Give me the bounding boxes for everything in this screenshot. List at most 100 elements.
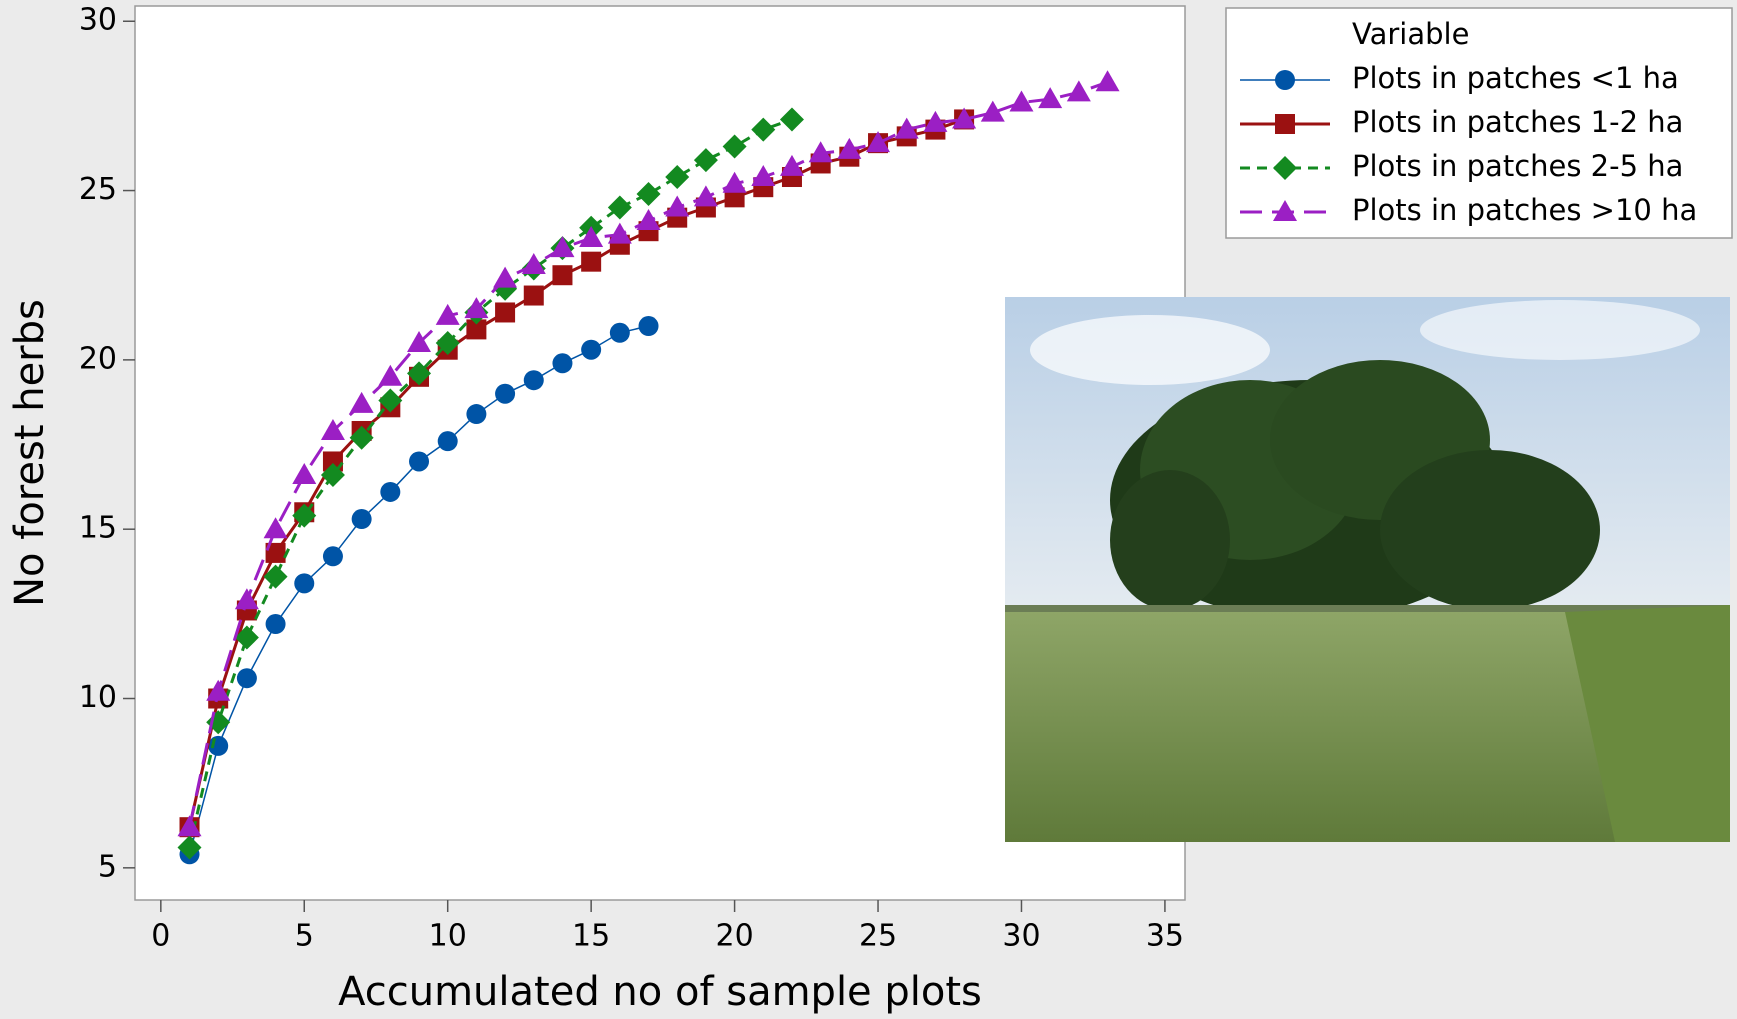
point xyxy=(320,418,345,440)
point xyxy=(466,319,487,340)
point xyxy=(779,107,804,132)
y-tick-label: 25 xyxy=(79,172,117,207)
point xyxy=(265,614,286,635)
legend-marker xyxy=(1273,156,1297,180)
point xyxy=(952,107,977,129)
y-tick-label: 20 xyxy=(79,341,117,376)
y-axis-label: No forest herbs xyxy=(7,299,53,607)
point xyxy=(693,185,718,207)
point xyxy=(234,588,259,610)
point xyxy=(636,181,661,206)
point xyxy=(292,463,317,485)
point xyxy=(177,835,202,860)
x-tick-label: 20 xyxy=(715,919,753,954)
point xyxy=(779,154,804,176)
legend-label: Plots in patches 2-5 ha xyxy=(1352,149,1683,183)
point xyxy=(466,404,487,425)
series-line xyxy=(188,118,793,848)
point xyxy=(609,322,630,343)
point xyxy=(866,131,891,153)
point xyxy=(263,517,288,539)
point xyxy=(351,509,372,530)
point xyxy=(320,463,345,488)
legend-title: Variable xyxy=(1352,17,1469,51)
point xyxy=(722,171,747,193)
y-tick-label: 30 xyxy=(79,3,117,38)
point xyxy=(177,815,202,837)
point xyxy=(665,165,690,190)
point xyxy=(234,625,259,650)
x-tick-label: 35 xyxy=(1146,919,1184,954)
point xyxy=(495,302,516,323)
point xyxy=(349,391,374,413)
x-axis-label: Accumulated no of sample plots xyxy=(338,969,982,1015)
point xyxy=(693,148,718,173)
point xyxy=(665,195,690,217)
legend-marker xyxy=(1275,114,1295,134)
point xyxy=(808,141,833,163)
point xyxy=(751,165,776,187)
point xyxy=(1095,70,1120,92)
point xyxy=(552,265,573,286)
y-tick-label: 15 xyxy=(79,511,117,546)
legend-label: Plots in patches <1 ha xyxy=(1352,61,1679,95)
point xyxy=(1009,90,1034,112)
point xyxy=(607,222,632,244)
point xyxy=(407,361,432,386)
x-tick-label: 10 xyxy=(429,919,467,954)
point xyxy=(579,225,604,247)
y-tick-label: 10 xyxy=(79,680,117,715)
point xyxy=(322,546,343,567)
point xyxy=(265,542,286,563)
point xyxy=(837,137,862,159)
point xyxy=(607,195,632,220)
point xyxy=(1066,80,1091,102)
point xyxy=(523,285,544,306)
point xyxy=(523,370,544,391)
series-layer xyxy=(177,70,1120,865)
point xyxy=(437,431,458,452)
point xyxy=(349,425,374,450)
y-tick-label: 5 xyxy=(98,849,117,884)
point xyxy=(493,266,518,288)
series-line xyxy=(188,118,965,828)
point xyxy=(206,679,231,701)
point xyxy=(378,364,403,386)
point xyxy=(464,297,489,319)
x-tick-label: 0 xyxy=(151,919,170,954)
point xyxy=(409,451,430,472)
photo xyxy=(1005,297,1730,842)
point xyxy=(722,134,747,159)
point xyxy=(378,388,403,413)
point xyxy=(294,573,315,594)
point xyxy=(1038,87,1063,109)
point xyxy=(980,100,1005,122)
point xyxy=(236,668,257,689)
point xyxy=(581,339,602,360)
point xyxy=(581,251,602,272)
x-tick-label: 5 xyxy=(295,919,314,954)
point xyxy=(435,303,460,325)
legend-marker xyxy=(1273,200,1297,221)
x-tick-label: 25 xyxy=(859,919,897,954)
point xyxy=(263,564,288,589)
point xyxy=(923,110,948,132)
legend-label: Plots in patches 1-2 ha xyxy=(1352,105,1683,139)
point xyxy=(380,481,401,502)
x-tick-label: 15 xyxy=(572,919,610,954)
legend-label: Plots in patches >10 ha xyxy=(1352,193,1697,227)
x-tick-label: 30 xyxy=(1002,919,1040,954)
point xyxy=(638,316,659,337)
point xyxy=(435,330,460,355)
point xyxy=(552,353,573,374)
point xyxy=(636,209,661,231)
point xyxy=(550,236,575,258)
point xyxy=(407,330,432,352)
point xyxy=(292,503,317,528)
point xyxy=(751,117,776,142)
point xyxy=(894,117,919,139)
point xyxy=(208,735,229,756)
point xyxy=(521,253,546,275)
point xyxy=(495,383,516,404)
